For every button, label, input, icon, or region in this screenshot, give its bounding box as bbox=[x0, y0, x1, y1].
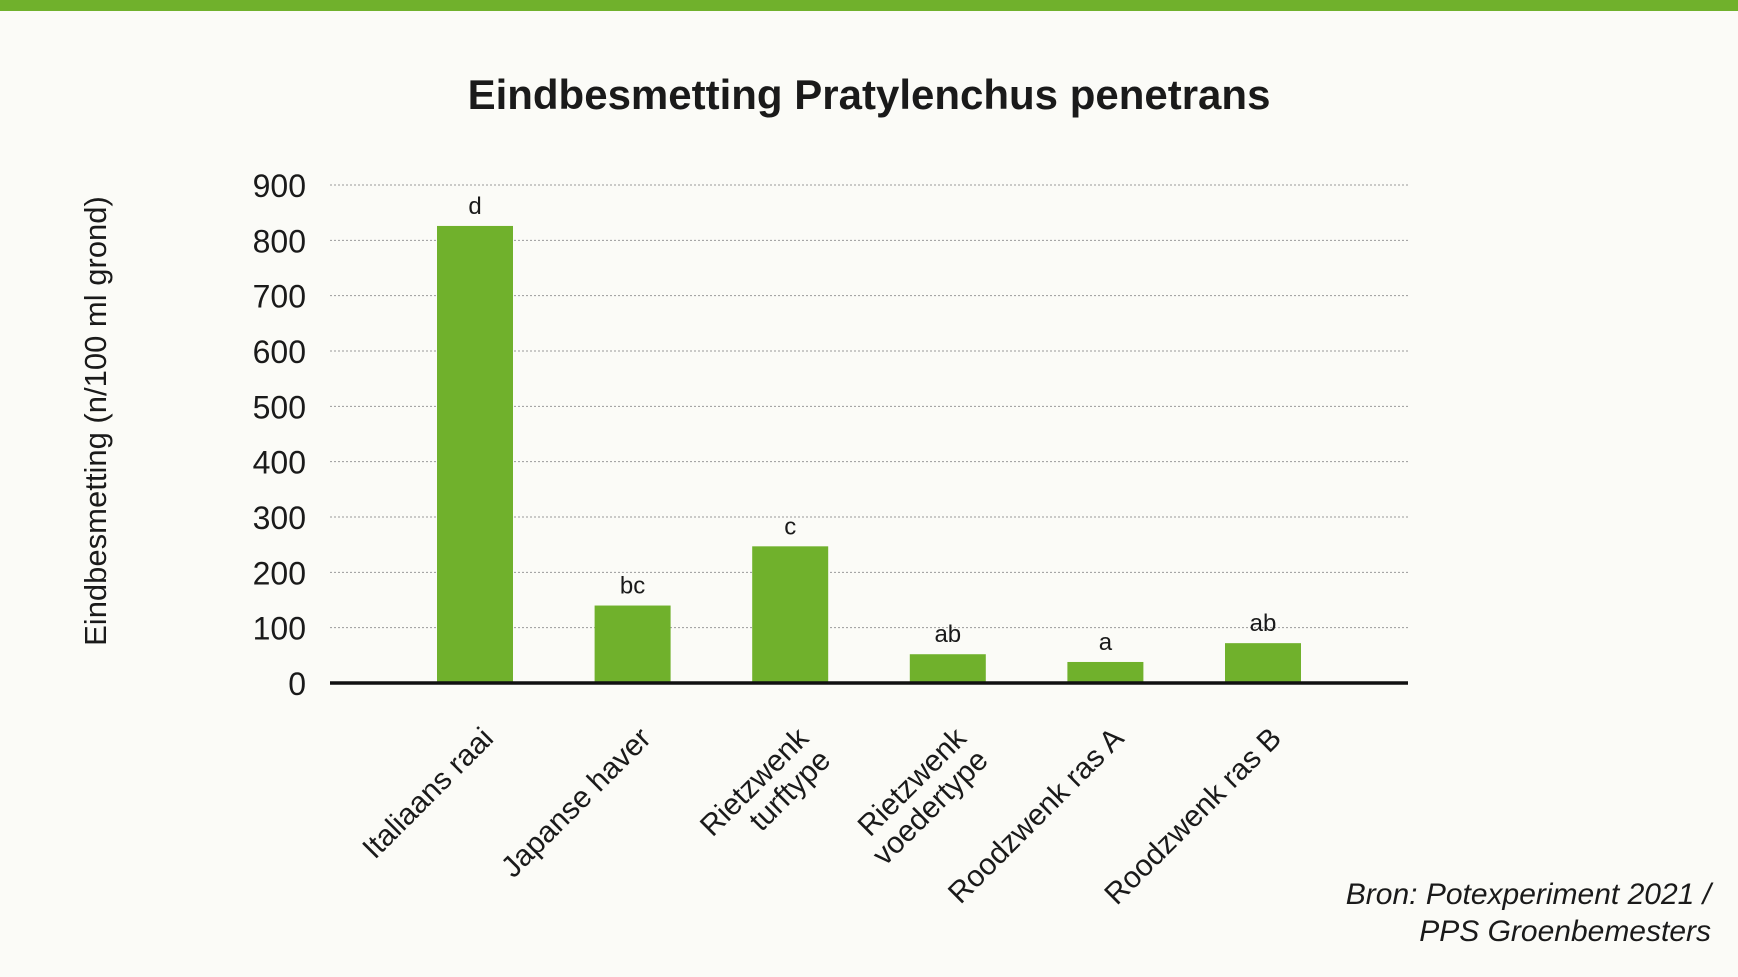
x-tick-label-line: Roodzwenk ras B bbox=[1098, 722, 1288, 912]
bar bbox=[752, 546, 829, 683]
y-tick-label: 600 bbox=[253, 334, 306, 370]
y-tick-label: 200 bbox=[253, 555, 306, 591]
x-tick-label: Rietzwenkvoedertype bbox=[844, 721, 995, 872]
bar bbox=[437, 225, 513, 684]
significance-letters: d bc c ab a ab bbox=[468, 193, 1276, 656]
top-accent-bar bbox=[0, 0, 1738, 11]
y-tick-label: 0 bbox=[288, 666, 306, 702]
y-axis-ticks: 0 100 200 300 400 500 600 700 800 900 bbox=[253, 168, 306, 702]
y-tick-label: 700 bbox=[253, 279, 306, 315]
y-tick-label: 300 bbox=[253, 500, 306, 536]
y-tick-label: 400 bbox=[253, 445, 306, 481]
bar bbox=[594, 605, 671, 683]
source-line-1: Bron: Potexperiment 2021 / bbox=[1345, 878, 1711, 911]
x-tick-label: Japanse haver bbox=[495, 722, 658, 885]
y-tick-label: 900 bbox=[253, 168, 306, 204]
y-tick-label: 800 bbox=[253, 223, 306, 259]
x-tick-label: Italiaans raai bbox=[356, 722, 500, 866]
significance-letter: d bbox=[468, 193, 481, 220]
significance-letter: ab bbox=[1250, 610, 1277, 637]
y-tick-label: 500 bbox=[253, 389, 306, 425]
bar bbox=[1067, 661, 1144, 683]
source-note: Bron: Potexperiment 2021 / PPS Groenbeme… bbox=[1346, 876, 1711, 950]
chart-title: Eindbesmetting Pratylenchus penetrans bbox=[468, 71, 1271, 118]
significance-letter: a bbox=[1099, 629, 1113, 656]
y-axis-title: Eindbesmetting (n/100 ml grond) bbox=[78, 196, 113, 646]
x-tick-label-line: Japanse haver bbox=[495, 722, 658, 885]
x-tick-label: Roodzwenk ras B bbox=[1098, 722, 1288, 912]
significance-letter: ab bbox=[934, 621, 961, 648]
y-tick-label: 100 bbox=[253, 611, 306, 647]
significance-letter: bc bbox=[620, 573, 645, 600]
bars bbox=[437, 225, 1301, 684]
significance-letter: c bbox=[784, 513, 796, 540]
source-line-2: PPS Groenbemesters bbox=[1419, 915, 1711, 948]
bar bbox=[909, 654, 986, 683]
x-tick-label: Rietzwenkturftype bbox=[694, 721, 838, 865]
bar bbox=[1225, 643, 1301, 683]
x-tick-label-line: Italiaans raai bbox=[356, 722, 500, 866]
